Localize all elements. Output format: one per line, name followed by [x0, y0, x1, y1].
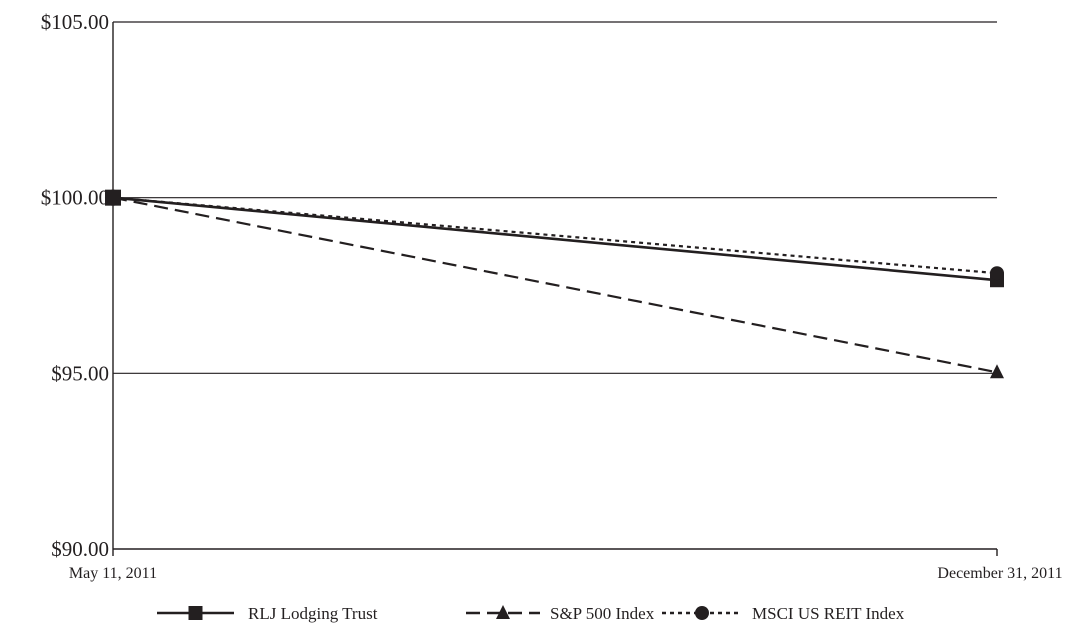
- x-tick-label: May 11, 2011: [69, 565, 157, 582]
- circle-marker: [990, 266, 1004, 281]
- y-axis-tick-labels: $90.00 $95.00 $100.00 $105.00: [41, 10, 109, 561]
- circle-marker: [695, 606, 709, 620]
- triangle-marker: [990, 364, 1004, 379]
- legend-item: RLJ Lodging Trust: [157, 604, 378, 623]
- legend-item: MSCI US REIT Index: [662, 604, 905, 623]
- legend-label: S&P 500 Index: [550, 604, 655, 623]
- gridlines: [113, 21, 997, 374]
- x-axis-tick-labels: May 11, 2011 December 31, 2011: [69, 565, 1063, 582]
- axes: [112, 22, 998, 556]
- y-tick-label: $100.00: [41, 186, 109, 210]
- y-tick-label: $90.00: [51, 537, 109, 561]
- legend-item: S&P 500 Index: [466, 604, 655, 623]
- y-tick-label: $105.00: [41, 10, 109, 34]
- series-lines: [105, 188, 1004, 379]
- square-marker: [105, 189, 121, 206]
- legend-label: RLJ Lodging Trust: [248, 604, 378, 623]
- legend: RLJ Lodging Trust S&P 500 Index MSCI US RE…: [157, 604, 905, 623]
- x-tick-label: December 31, 2011: [937, 565, 1062, 582]
- square-marker: [188, 606, 203, 620]
- legend-label: MSCI US REIT Index: [752, 604, 905, 623]
- series-line-s-p-500-index: [112, 196, 998, 374]
- triangle-marker: [496, 605, 510, 619]
- series-line-rlj-lodging-trust: [112, 196, 998, 282]
- y-tick-label: $95.00: [51, 361, 109, 385]
